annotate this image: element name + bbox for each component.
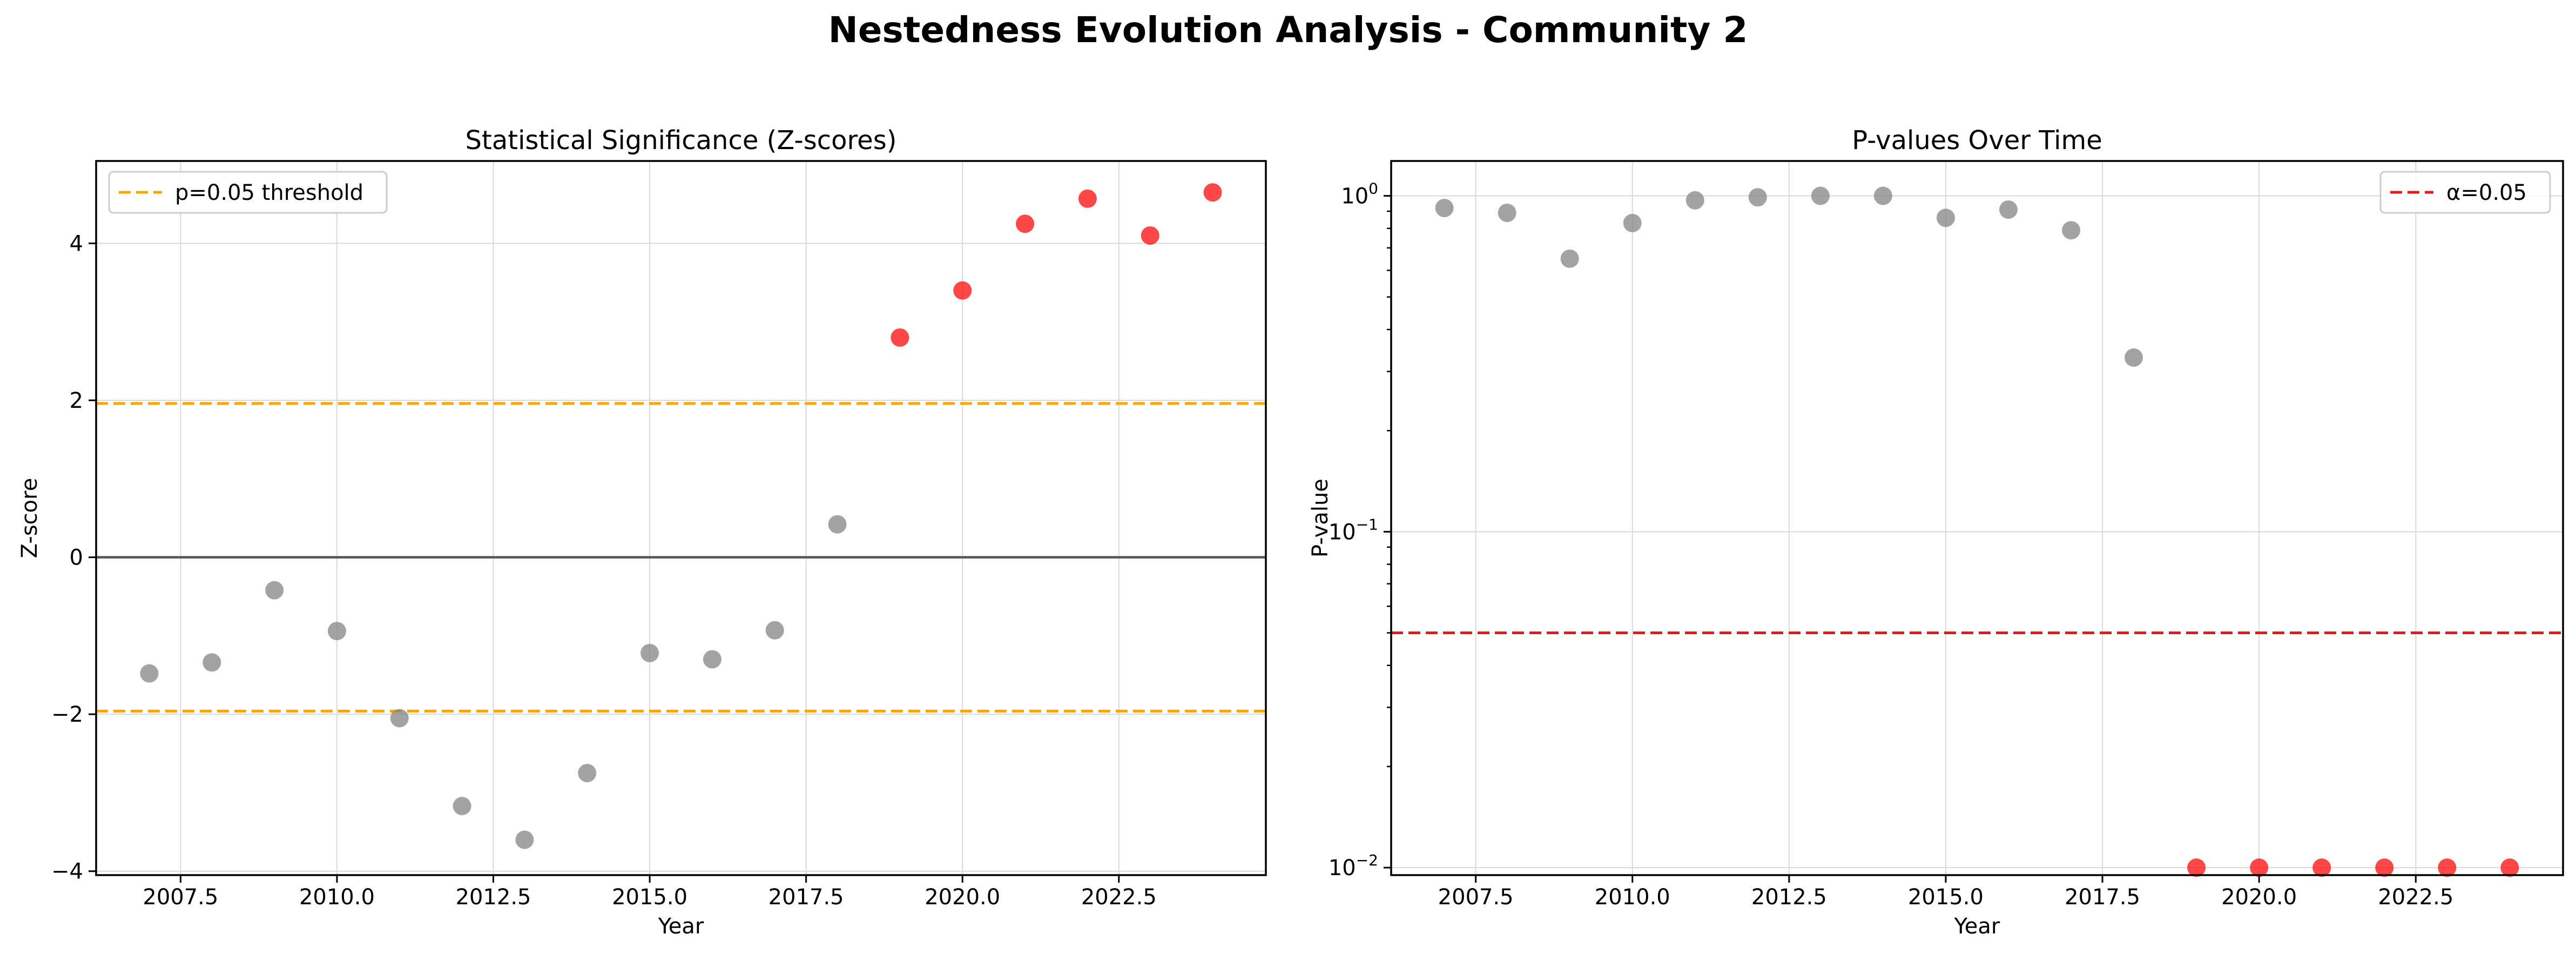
significant-point: [1078, 189, 1097, 208]
significant-point: [2375, 858, 2394, 877]
x-tick-label: 2015.0: [1908, 885, 1984, 910]
legend: α=0.05: [2379, 171, 2551, 214]
non-significant-point: [203, 653, 221, 672]
non-significant-point: [515, 830, 534, 849]
x-tick-label: 2022.5: [2378, 885, 2453, 910]
significant-point: [1016, 214, 1035, 233]
significant-point: [2250, 858, 2269, 877]
y-tick-label: −2: [51, 702, 83, 727]
non-significant-point: [390, 709, 409, 728]
non-significant-point: [1623, 213, 1642, 232]
x-tick-label: 2020.0: [2221, 885, 2297, 910]
y-tick-label: −4: [51, 859, 83, 884]
non-significant-point: [327, 622, 346, 641]
y-axis-label: P-value: [1308, 479, 1333, 557]
x-tick-label: 2012.5: [1751, 885, 1827, 910]
x-tick-label: 2017.5: [768, 885, 844, 910]
figure-title: Nestedness Evolution Analysis - Communit…: [828, 9, 1748, 51]
significant-point: [1141, 226, 1159, 245]
non-significant-point: [1873, 186, 1892, 205]
significant-point: [2187, 858, 2206, 877]
legend-label: p=0.05 threshold: [175, 180, 363, 205]
y-tick-label: 10−1: [1329, 515, 1378, 545]
significant-point: [891, 328, 909, 347]
x-tick-label: 2017.5: [2065, 885, 2140, 910]
non-significant-point: [1498, 204, 1516, 223]
non-significant-point: [140, 664, 159, 683]
non-significant-point: [1936, 209, 1955, 227]
x-tick-label: 2007.5: [143, 885, 218, 910]
non-significant-point: [1685, 191, 1704, 210]
non-significant-point: [765, 621, 784, 640]
x-tick-label: 2010.0: [1595, 885, 1670, 910]
legend-box: [2379, 171, 2551, 214]
non-significant-point: [828, 515, 847, 534]
x-tick-label: 2007.5: [1438, 885, 1514, 910]
non-significant-point: [1999, 200, 2018, 219]
significant-point: [2500, 858, 2519, 877]
significant-point: [2312, 858, 2331, 877]
y-tick-label: 10−2: [1329, 851, 1378, 881]
axes-frame: [1390, 160, 2564, 876]
axes-frame: [95, 160, 1267, 876]
non-significant-point: [2125, 348, 2143, 367]
x-tick-label: 2015.0: [612, 885, 687, 910]
non-significant-point: [640, 643, 659, 662]
x-tick-label: 2012.5: [456, 885, 531, 910]
non-significant-point: [453, 797, 471, 816]
x-axis-label: Year: [658, 914, 704, 939]
non-significant-point: [1435, 199, 1454, 218]
panel-title: P-values Over Time: [1852, 125, 2102, 156]
y-tick-label: 2: [70, 388, 83, 413]
legend-label: α=0.05: [2446, 180, 2527, 205]
y-tick-label: 4: [70, 232, 83, 257]
non-significant-point: [1560, 249, 1579, 268]
legend-box: [108, 171, 388, 214]
non-significant-point: [578, 764, 597, 783]
y-tick-label: 0: [70, 546, 83, 570]
non-significant-point: [1811, 186, 1830, 205]
non-significant-point: [703, 650, 721, 669]
y-axis-label: Z-score: [17, 478, 42, 559]
x-tick-label: 2010.0: [299, 885, 375, 910]
x-tick-label: 2022.5: [1081, 885, 1157, 910]
panel-title: Statistical Significance (Z-scores): [466, 125, 897, 156]
x-tick-label: 2020.0: [925, 885, 1000, 910]
legend: p=0.05 threshold: [108, 171, 388, 214]
significant-point: [953, 281, 972, 300]
panel-pvalue: 2007.5 2010.0 2012.5 2015.0 2017.5 2020.0 2022…: [1308, 125, 2564, 939]
non-significant-point: [1748, 188, 1767, 207]
x-axis-label: Year: [1954, 914, 2000, 939]
non-significant-point: [2062, 221, 2081, 240]
significant-point: [1203, 183, 1222, 202]
significant-point: [2438, 858, 2457, 877]
panel-zscore: 2007.5 2010.0 2012.5 2015.0 2017.5 2020.0 2022…: [17, 125, 1267, 939]
y-tick-label: 100: [1341, 180, 1378, 209]
non-significant-point: [265, 581, 284, 600]
